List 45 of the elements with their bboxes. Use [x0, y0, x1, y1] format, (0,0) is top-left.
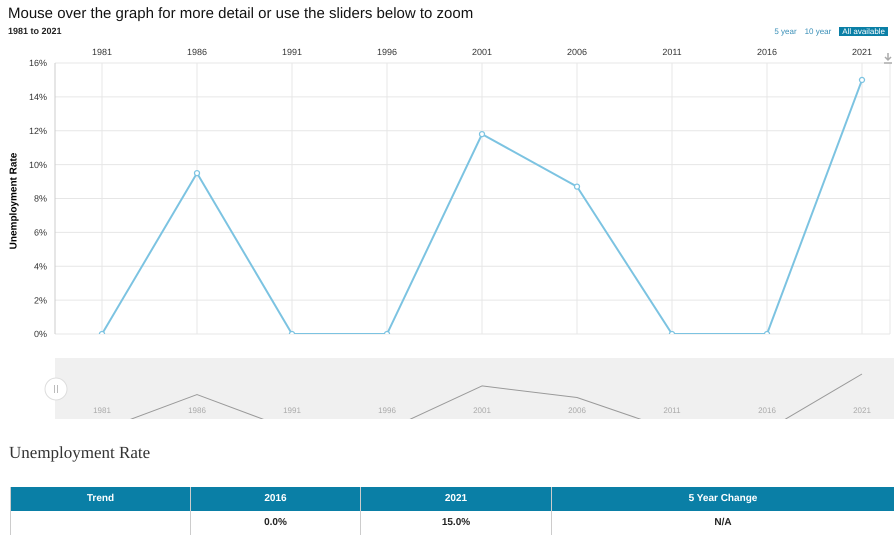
y-tick-label: 12% — [28, 126, 47, 136]
chart-title: Mouse over the graph for more detail or use the sliders below to zoom — [8, 5, 474, 22]
x-tick-label: 2001 — [472, 47, 492, 57]
x-tick-label: 1991 — [283, 406, 301, 415]
y-tick-label: 8% — [34, 194, 47, 204]
x-tick-label: 1991 — [282, 47, 302, 57]
y-tick-label: 14% — [28, 92, 47, 102]
text: N/A — [551, 511, 894, 535]
x-tick-label: 1981 — [93, 406, 111, 415]
x-tick-label: 1996 — [378, 406, 396, 415]
y-tick-label: 2% — [34, 295, 47, 306]
x-tick-label: 2001 — [473, 406, 491, 415]
y-tick-label: 6% — [34, 228, 47, 238]
x-tick-label: 2011 — [662, 47, 682, 57]
x-tick-label: 2011 — [663, 406, 681, 415]
text: 0.0% — [190, 511, 360, 535]
point — [478, 130, 486, 138]
point — [858, 76, 866, 84]
text: 5 Year Change — [551, 487, 894, 511]
x-tick-label: 1986 — [188, 406, 206, 415]
y-tick-label: 10% — [28, 160, 47, 170]
text: Trend — [10, 487, 190, 511]
text: 2016 — [190, 487, 360, 511]
x-tick-label: 2006 — [568, 406, 586, 415]
text: 5 year — [774, 27, 797, 36]
text: Unemployment Rate — [9, 443, 150, 463]
text: 2021 — [360, 487, 551, 511]
point — [194, 170, 200, 176]
x-tick-label: 2006 — [566, 47, 588, 57]
chart-subtitle: 1981 to 2021 — [8, 26, 62, 36]
x-tick-label: 1996 — [376, 47, 398, 57]
x-tick-label: 1981 — [92, 47, 112, 57]
x-tick-label: 2021 — [853, 406, 871, 415]
point — [574, 183, 580, 190]
x-tick-label: 2016 — [758, 406, 776, 415]
y-axis-title: Unemployment Rate — [8, 152, 20, 250]
text: 15.0% — [360, 511, 551, 535]
x-tick-label: 1986 — [186, 47, 208, 57]
text: All available — [839, 27, 888, 36]
y-tick-label: 16% — [28, 58, 47, 68]
x-tick-label: 2016 — [756, 47, 778, 57]
text: 10 year — [804, 27, 832, 36]
y-tick-label: 4% — [34, 261, 47, 272]
y-tick-label: 0% — [34, 329, 47, 340]
x-tick-label: 2021 — [852, 47, 872, 57]
